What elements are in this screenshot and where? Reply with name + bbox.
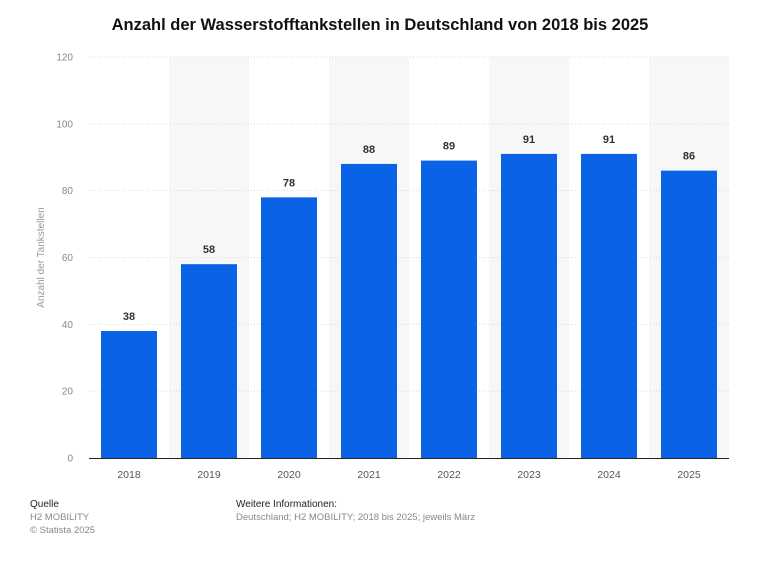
bar [341,163,397,458]
chart-title: Anzahl der Wasserstofftankstellen in Deu… [111,16,649,34]
x-tick-label: 2022 [437,469,461,481]
data-label: 91 [523,134,535,146]
bar [181,264,237,458]
data-label: 89 [443,141,455,153]
data-label: 86 [683,151,695,163]
info-block: Weitere Informationen: Deutschland; H2 M… [236,498,475,524]
data-label: 58 [203,244,215,256]
info-heading: Weitere Informationen: [236,499,337,510]
x-tick-label: 2023 [517,469,541,481]
bar [421,160,477,458]
y-tick-label: 80 [62,186,74,197]
info-text: Deutschland; H2 MOBILITY; 2018 bis 2025;… [236,512,476,523]
source-name: H2 MOBILITY [30,512,90,523]
data-label: 91 [603,134,615,146]
x-tick-label: 2025 [677,469,701,481]
x-tick-label: 2019 [197,469,221,481]
bar [581,153,637,459]
y-tick-label: 40 [62,320,74,331]
bar [661,170,717,458]
y-tick-label: 0 [67,454,73,465]
data-label: 78 [283,177,295,189]
bar [501,153,557,459]
source-block: Quelle H2 MOBILITY © Statista 2025 [30,498,95,537]
x-tick-label: 2018 [117,469,141,481]
y-tick-label: 20 [62,387,74,398]
bar-chart: 0 20 40 60 80 100 120 38 2018 58 2019 78 2020 88 2021 8… [36,53,729,481]
bar [101,331,157,458]
x-tick-label: 2024 [597,469,621,481]
data-label: 38 [123,311,135,323]
copyright: © Statista 2025 [30,525,96,536]
x-tick-label: 2020 [277,469,301,481]
x-tick-label: 2021 [357,469,381,481]
y-tick-label: 120 [56,53,73,64]
bar [261,197,317,458]
source-heading: Quelle [30,499,59,510]
y-tick-label: 100 [56,119,73,130]
y-tick-label: 60 [62,253,74,264]
y-axis-title: Anzahl der Tankstellen [36,207,47,307]
data-label: 88 [363,144,375,156]
